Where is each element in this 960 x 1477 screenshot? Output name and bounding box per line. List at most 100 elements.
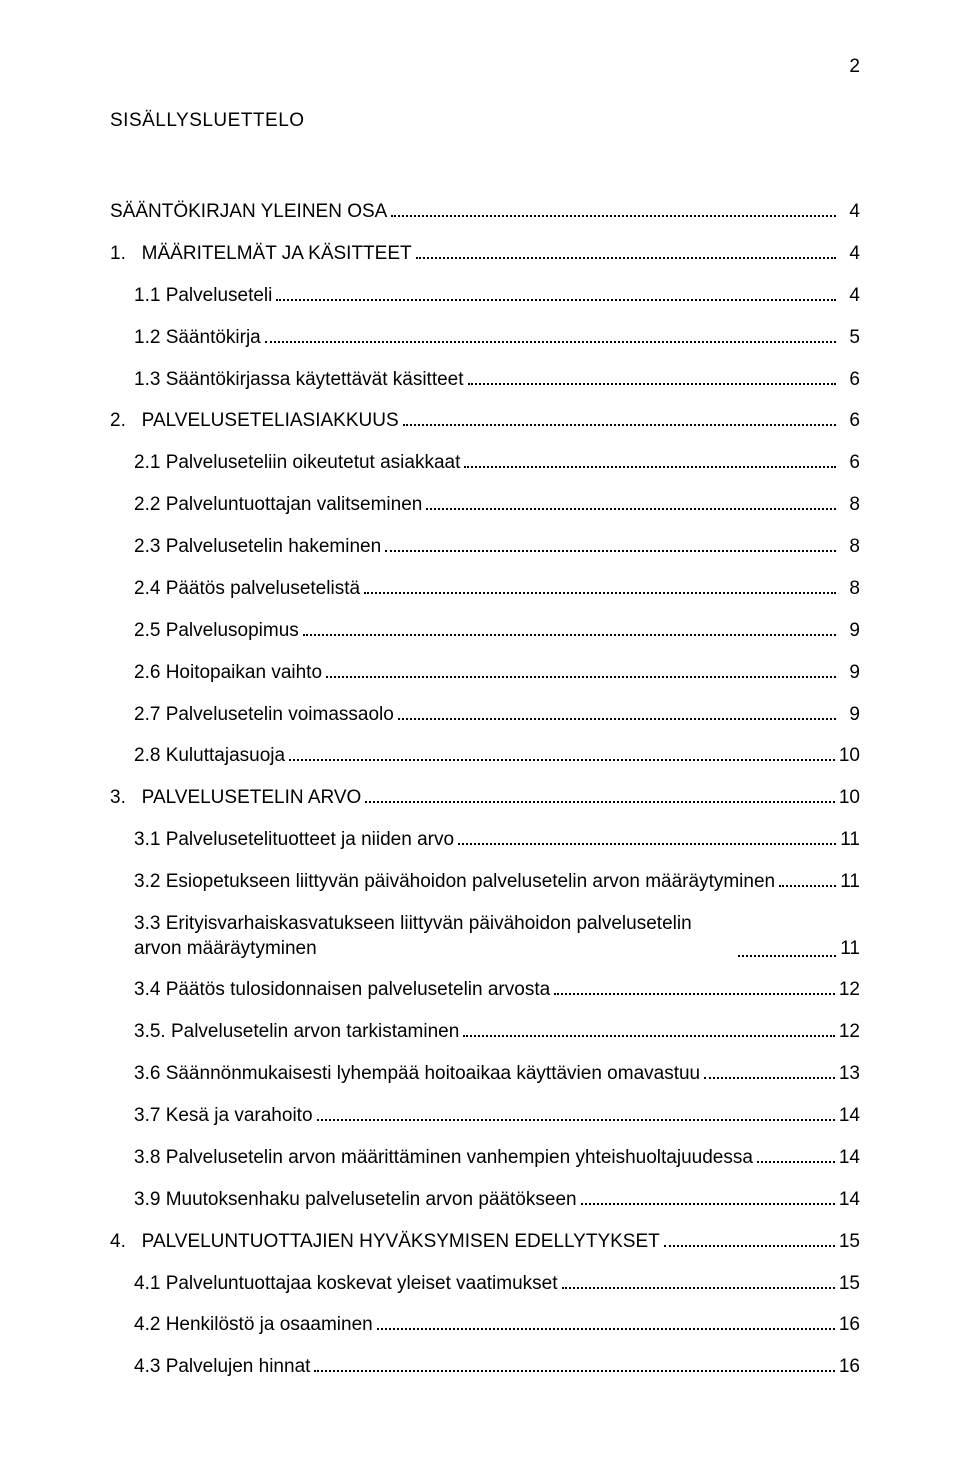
toc-entry-label: 3.2 Esiopetukseen liittyvän päivähoidon … bbox=[134, 870, 775, 895]
toc-entry-page: 16 bbox=[839, 1355, 860, 1380]
toc-entry-label: 3.5. Palvelusetelin arvon tarkistaminen bbox=[134, 1020, 459, 1045]
toc-entry: 3.5. Palvelusetelin arvon tarkistaminen1… bbox=[110, 1020, 860, 1045]
toc-entry-page: 12 bbox=[839, 978, 860, 1003]
toc-entry-label: 3.1 Palvelusetelituotteet ja niiden arvo bbox=[134, 828, 454, 853]
toc-entry-label: 1.3 Sääntökirjassa käytettävät käsitteet bbox=[134, 368, 464, 393]
toc-leader bbox=[426, 495, 836, 510]
toc-entry: 3.6 Säännönmukaisesti lyhempää hoitoaika… bbox=[110, 1062, 860, 1087]
toc-entry: 1.2 Sääntökirja 5 bbox=[110, 326, 860, 351]
toc-entry-page: 8 bbox=[840, 577, 860, 602]
toc-entry-page: 6 bbox=[840, 451, 860, 476]
toc-entry-page: 11 bbox=[840, 870, 860, 895]
toc-leader bbox=[738, 942, 836, 957]
toc-leader bbox=[314, 1357, 834, 1372]
toc-entry-page: 13 bbox=[839, 1062, 860, 1087]
toc-entry: 4.3 Palvelujen hinnat16 bbox=[110, 1355, 860, 1380]
toc-entry: 3. PALVELUSETELIN ARVO10 bbox=[110, 786, 860, 811]
toc-entry-label: 3.6 Säännönmukaisesti lyhempää hoitoaika… bbox=[134, 1062, 700, 1087]
toc-leader bbox=[303, 621, 836, 636]
toc-entry-label: 4.2 Henkilöstö ja osaaminen bbox=[134, 1313, 373, 1338]
toc-entry: SÄÄNTÖKIRJAN YLEINEN OSA 4 bbox=[110, 200, 860, 225]
toc-leader bbox=[289, 746, 835, 761]
toc-leader bbox=[468, 369, 836, 384]
table-of-contents: SÄÄNTÖKIRJAN YLEINEN OSA41. MÄÄRITELMÄT … bbox=[110, 200, 860, 1380]
toc-entry: 2.7 Palvelusetelin voimassaolo9 bbox=[110, 703, 860, 728]
toc-entry: 2.6 Hoitopaikan vaihto 9 bbox=[110, 661, 860, 686]
toc-entry-page: 9 bbox=[840, 619, 860, 644]
toc-entry: 3.4 Päätös tulosidonnaisen palveluseteli… bbox=[110, 978, 860, 1003]
toc-entry-page: 8 bbox=[840, 493, 860, 518]
toc-entry-label: 3.4 Päätös tulosidonnaisen palveluseteli… bbox=[134, 978, 550, 1003]
toc-leader bbox=[385, 537, 836, 552]
toc-leader bbox=[757, 1148, 835, 1163]
toc-leader bbox=[554, 980, 835, 995]
toc-entry-page: 16 bbox=[839, 1313, 860, 1338]
page-number: 2 bbox=[849, 56, 860, 78]
toc-entry-label: 1.2 Sääntökirja bbox=[134, 326, 261, 351]
toc-entry-label: 4.1 Palveluntuottajaa koskevat yleiset v… bbox=[134, 1272, 558, 1297]
toc-entry-page: 10 bbox=[839, 744, 860, 769]
toc-leader bbox=[664, 1232, 835, 1247]
toc-entry-label: 2.2 Palveluntuottajan valitseminen bbox=[134, 493, 422, 518]
document-page: 2 SISÄLLYSLUETTELO SÄÄNTÖKIRJAN YLEINEN … bbox=[0, 0, 960, 1477]
toc-entry-label: 3.7 Kesä ja varahoito bbox=[134, 1104, 313, 1129]
toc-entry-label: 3.9 Muutoksenhaku palvelusetelin arvon p… bbox=[134, 1188, 577, 1213]
toc-entry-page: 14 bbox=[839, 1104, 860, 1129]
toc-leader bbox=[398, 704, 836, 719]
toc-entry: 2.4 Päätös palvelusetelistä 8 bbox=[110, 577, 860, 602]
toc-leader bbox=[403, 411, 836, 426]
toc-leader bbox=[276, 286, 836, 301]
toc-leader bbox=[779, 872, 836, 887]
toc-entry-label: 2.6 Hoitopaikan vaihto bbox=[134, 661, 322, 686]
toc-entry-label: 3.3 Erityisvarhaiskasvatukseen liittyvän… bbox=[134, 912, 734, 961]
toc-entry: 3.3 Erityisvarhaiskasvatukseen liittyvän… bbox=[110, 912, 860, 961]
toc-entry-page: 11 bbox=[840, 828, 860, 853]
toc-entry-label: 1. MÄÄRITELMÄT JA KÄSITTEET bbox=[110, 242, 412, 267]
toc-entry: 2.3 Palvelusetelin hakeminen 8 bbox=[110, 535, 860, 560]
toc-entry-label: 2.5 Palvelusopimus bbox=[134, 619, 299, 644]
toc-entry-page: 10 bbox=[839, 786, 860, 811]
toc-entry: 2.1 Palveluseteliin oikeutetut asiakkaat… bbox=[110, 451, 860, 476]
toc-entry-label: 2. PALVELUSETELIASIAKKUUS bbox=[110, 409, 399, 434]
toc-entry: 3.7 Kesä ja varahoito 14 bbox=[110, 1104, 860, 1129]
toc-leader bbox=[317, 1106, 835, 1121]
toc-leader bbox=[364, 579, 836, 594]
toc-entry-page: 4 bbox=[840, 200, 860, 225]
toc-leader bbox=[416, 244, 836, 259]
toc-entry-page: 5 bbox=[840, 326, 860, 351]
toc-entry: 3.8 Palvelusetelin arvon määrittäminen v… bbox=[110, 1146, 860, 1171]
toc-entry-page: 8 bbox=[840, 535, 860, 560]
toc-entry-page: 15 bbox=[839, 1272, 860, 1297]
toc-entry-label: SÄÄNTÖKIRJAN YLEINEN OSA bbox=[110, 200, 387, 225]
toc-entry: 4.2 Henkilöstö ja osaaminen 16 bbox=[110, 1313, 860, 1338]
toc-entry-label: 2.3 Palvelusetelin hakeminen bbox=[134, 535, 381, 560]
toc-title: SISÄLLYSLUETTELO bbox=[110, 110, 860, 132]
toc-entry-label: 2.1 Palveluseteliin oikeutetut asiakkaat bbox=[134, 451, 460, 476]
toc-entry: 2.5 Palvelusopimus 9 bbox=[110, 619, 860, 644]
toc-entry-label: 1.1 Palveluseteli bbox=[134, 284, 272, 309]
toc-entry-label: 3.8 Palvelusetelin arvon määrittäminen v… bbox=[134, 1146, 753, 1171]
toc-leader bbox=[326, 662, 836, 677]
toc-entry-page: 15 bbox=[839, 1230, 860, 1255]
toc-entry-label: 2.8 Kuluttajasuoja bbox=[134, 744, 285, 769]
toc-entry: 2.2 Palveluntuottajan valitseminen 8 bbox=[110, 493, 860, 518]
toc-leader bbox=[365, 788, 835, 803]
toc-leader bbox=[581, 1190, 835, 1205]
toc-entry-page: 4 bbox=[840, 284, 860, 309]
toc-entry-page: 6 bbox=[840, 409, 860, 434]
toc-leader bbox=[377, 1315, 835, 1330]
toc-entry: 1. MÄÄRITELMÄT JA KÄSITTEET 4 bbox=[110, 242, 860, 267]
toc-entry: 1.3 Sääntökirjassa käytettävät käsitteet… bbox=[110, 368, 860, 393]
toc-entry-page: 9 bbox=[840, 661, 860, 686]
toc-entry-page: 14 bbox=[839, 1188, 860, 1213]
toc-entry: 4.1 Palveluntuottajaa koskevat yleiset v… bbox=[110, 1272, 860, 1297]
toc-entry-label: 4. PALVELUNTUOTTAJIEN HYVÄKSYMISEN EDELL… bbox=[110, 1230, 660, 1255]
toc-entry-page: 6 bbox=[840, 368, 860, 393]
toc-entry-page: 4 bbox=[840, 242, 860, 267]
toc-entry-page: 9 bbox=[840, 703, 860, 728]
toc-entry: 2.8 Kuluttajasuoja 10 bbox=[110, 744, 860, 769]
toc-entry-label: 2.4 Päätös palvelusetelistä bbox=[134, 577, 360, 602]
toc-entry: 2. PALVELUSETELIASIAKKUUS 6 bbox=[110, 409, 860, 434]
toc-entry-page: 11 bbox=[840, 937, 860, 962]
toc-entry: 3.9 Muutoksenhaku palvelusetelin arvon p… bbox=[110, 1188, 860, 1213]
